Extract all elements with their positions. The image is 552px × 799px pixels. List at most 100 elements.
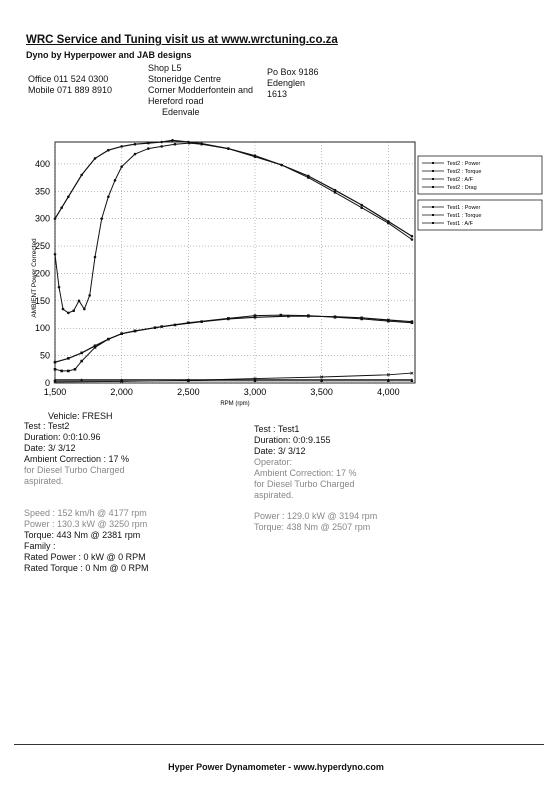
data-point xyxy=(320,375,324,379)
data-point xyxy=(53,252,57,256)
legend-entry: Test1 : Power xyxy=(447,205,480,211)
data-point xyxy=(360,206,363,210)
data-point xyxy=(107,148,110,152)
series-line xyxy=(54,142,413,314)
data-point xyxy=(120,379,124,383)
test1-desc: for Diesel Turbo Charged xyxy=(254,479,355,489)
test2-rated-power: Rated Power : 0 kW @ 0 RPM xyxy=(24,552,146,562)
chart-legend: Test2 : Power Test2 : Torque Test2 : A/F Te… xyxy=(417,155,543,231)
data-point xyxy=(80,359,83,363)
legend-entry: Test2 : Drag xyxy=(447,185,477,191)
test1-duration: Duration: 0:0:9.155 xyxy=(254,435,331,445)
test2-power: Power : 130.3 kW @ 3250 rpm xyxy=(24,519,148,529)
data-point xyxy=(410,234,414,238)
data-point xyxy=(410,321,414,325)
data-point xyxy=(107,337,110,341)
data-point xyxy=(253,379,257,383)
data-point xyxy=(287,314,290,318)
data-point xyxy=(93,346,97,349)
data-point xyxy=(186,379,190,383)
data-point xyxy=(227,147,230,150)
data-point xyxy=(333,191,337,194)
data-point xyxy=(360,317,363,321)
x-tick-label: 1,500 xyxy=(44,387,67,397)
data-point xyxy=(147,141,150,145)
po-box-line: Po Box 9186 xyxy=(267,67,319,77)
data-point xyxy=(120,165,123,168)
data-point xyxy=(133,142,137,146)
office-phone: Office 011 524 0300 xyxy=(28,74,109,84)
data-point xyxy=(60,369,63,373)
series-test1-torque xyxy=(53,141,414,315)
data-point xyxy=(120,145,123,148)
data-point xyxy=(410,371,414,375)
data-point xyxy=(410,379,414,383)
legend-marker xyxy=(432,170,434,172)
data-point xyxy=(279,313,283,317)
data-point xyxy=(67,357,70,360)
data-point xyxy=(107,195,110,199)
data-point xyxy=(160,325,163,328)
test2-name: Test : Test2 xyxy=(24,421,70,431)
series-test1-power xyxy=(53,313,414,373)
series-line xyxy=(54,314,412,372)
y-tick-label: 250 xyxy=(35,241,50,251)
data-point xyxy=(133,152,137,156)
x-tick-label: 3,000 xyxy=(244,387,267,397)
y-tick-label: 50 xyxy=(40,351,50,361)
data-point xyxy=(53,368,57,371)
data-point xyxy=(53,379,57,383)
test1-ambient: Ambient Correction: 17 % xyxy=(254,468,357,478)
legend-box xyxy=(417,155,543,195)
dyno-chart: 1,500 2,000 2,500 3,000 3,500 4,000 0 50 100 150 2… xyxy=(31,139,543,407)
address-line: Stoneridge Centre xyxy=(148,74,222,84)
test2-date: Date: 3/ 3/12 xyxy=(24,443,76,453)
y-tick-label: 0 xyxy=(45,378,50,388)
data-point xyxy=(200,142,203,146)
data-point xyxy=(57,285,61,289)
po-box-line: 1613 xyxy=(267,89,288,99)
legend-entry: Test1 : A/F xyxy=(447,221,474,227)
data-point xyxy=(173,142,177,146)
data-point xyxy=(147,147,150,150)
address-line: Corner Modderfontein and xyxy=(148,85,254,95)
data-point xyxy=(320,379,324,383)
x-tick-label: 2,500 xyxy=(177,387,200,397)
data-point xyxy=(280,163,283,167)
data-point xyxy=(253,377,257,381)
data-point xyxy=(73,368,77,371)
data-point xyxy=(410,238,414,241)
data-point xyxy=(67,195,70,199)
legend-marker xyxy=(432,206,434,208)
test2-family: Family : xyxy=(24,541,56,551)
data-point xyxy=(360,203,363,207)
data-point xyxy=(113,179,117,182)
y-tick-label: 300 xyxy=(35,214,50,224)
y-axis-label: AMBIENT Power Corrected xyxy=(31,238,38,318)
data-point xyxy=(93,344,97,348)
po-box-line: Edenglen xyxy=(267,78,306,88)
data-point xyxy=(307,314,310,317)
test1-torque: Torque: 438 Nm @ 2507 rpm xyxy=(254,522,371,532)
data-point xyxy=(80,173,83,177)
test1-power: Power : 129.0 kW @ 3194 rpm xyxy=(254,511,378,521)
data-point xyxy=(333,315,337,319)
data-point xyxy=(60,206,63,210)
report-subtitle: Dyno by Hyperpower and JAB designs xyxy=(26,50,192,60)
y-tick-label: 350 xyxy=(35,186,50,196)
test2-speed: Speed : 152 km/h @ 4177 rpm xyxy=(24,508,147,518)
footer-divider xyxy=(14,744,544,745)
data-point xyxy=(160,145,163,148)
plot-area xyxy=(54,141,416,384)
legend-entry: Test2 : Power xyxy=(447,161,480,167)
test2-desc: aspirated. xyxy=(24,476,64,486)
legend-entry: Test2 : A/F xyxy=(447,177,474,183)
footer-text: Hyper Power Dynamometer - www.hyperdyno.… xyxy=(168,762,384,772)
data-point xyxy=(53,217,57,220)
legend-entry: Test2 : Torque xyxy=(447,169,481,175)
y-tick-label: 400 xyxy=(35,159,50,169)
data-point xyxy=(61,307,65,311)
data-point xyxy=(253,314,257,317)
test1-date: Date: 3/ 3/12 xyxy=(254,446,306,456)
data-point xyxy=(387,221,390,225)
